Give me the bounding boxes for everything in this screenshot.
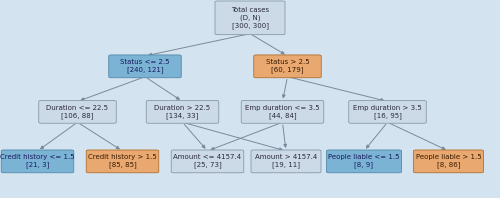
FancyBboxPatch shape bbox=[146, 100, 219, 123]
Text: People liable <= 1.5
[8, 9]: People liable <= 1.5 [8, 9] bbox=[328, 154, 400, 168]
Text: Duration <= 22.5
[106, 88]: Duration <= 22.5 [106, 88] bbox=[46, 105, 108, 119]
Text: People liable > 1.5
[8, 86]: People liable > 1.5 [8, 86] bbox=[416, 154, 482, 168]
Text: Status <= 2.5
[240, 121]: Status <= 2.5 [240, 121] bbox=[120, 59, 170, 73]
Text: Status > 2.5
[60, 179]: Status > 2.5 [60, 179] bbox=[266, 59, 310, 73]
Text: Duration > 22.5
[134, 33]: Duration > 22.5 [134, 33] bbox=[154, 105, 210, 119]
Text: Credit history > 1.5
[85, 85]: Credit history > 1.5 [85, 85] bbox=[88, 154, 157, 168]
FancyBboxPatch shape bbox=[414, 150, 484, 173]
FancyBboxPatch shape bbox=[171, 150, 244, 173]
Text: Emp duration > 3.5
[16, 95]: Emp duration > 3.5 [16, 95] bbox=[353, 105, 422, 119]
Text: Emp duration <= 3.5
[44, 84]: Emp duration <= 3.5 [44, 84] bbox=[245, 105, 320, 119]
FancyBboxPatch shape bbox=[254, 55, 321, 78]
Text: Amount <= 4157.4
[25, 73]: Amount <= 4157.4 [25, 73] bbox=[174, 154, 242, 168]
FancyBboxPatch shape bbox=[349, 100, 426, 123]
Text: Amount > 4157.4
[19, 11]: Amount > 4157.4 [19, 11] bbox=[255, 154, 317, 168]
FancyBboxPatch shape bbox=[86, 150, 159, 173]
Text: Credit history <= 1.5
[21, 3]: Credit history <= 1.5 [21, 3] bbox=[0, 154, 75, 168]
FancyBboxPatch shape bbox=[1, 150, 74, 173]
FancyBboxPatch shape bbox=[215, 1, 285, 35]
FancyBboxPatch shape bbox=[241, 100, 324, 123]
FancyBboxPatch shape bbox=[326, 150, 402, 173]
FancyBboxPatch shape bbox=[39, 100, 116, 123]
Text: Total cases
(D, N)
[300, 300]: Total cases (D, N) [300, 300] bbox=[231, 7, 269, 29]
FancyBboxPatch shape bbox=[251, 150, 321, 173]
FancyBboxPatch shape bbox=[108, 55, 181, 78]
